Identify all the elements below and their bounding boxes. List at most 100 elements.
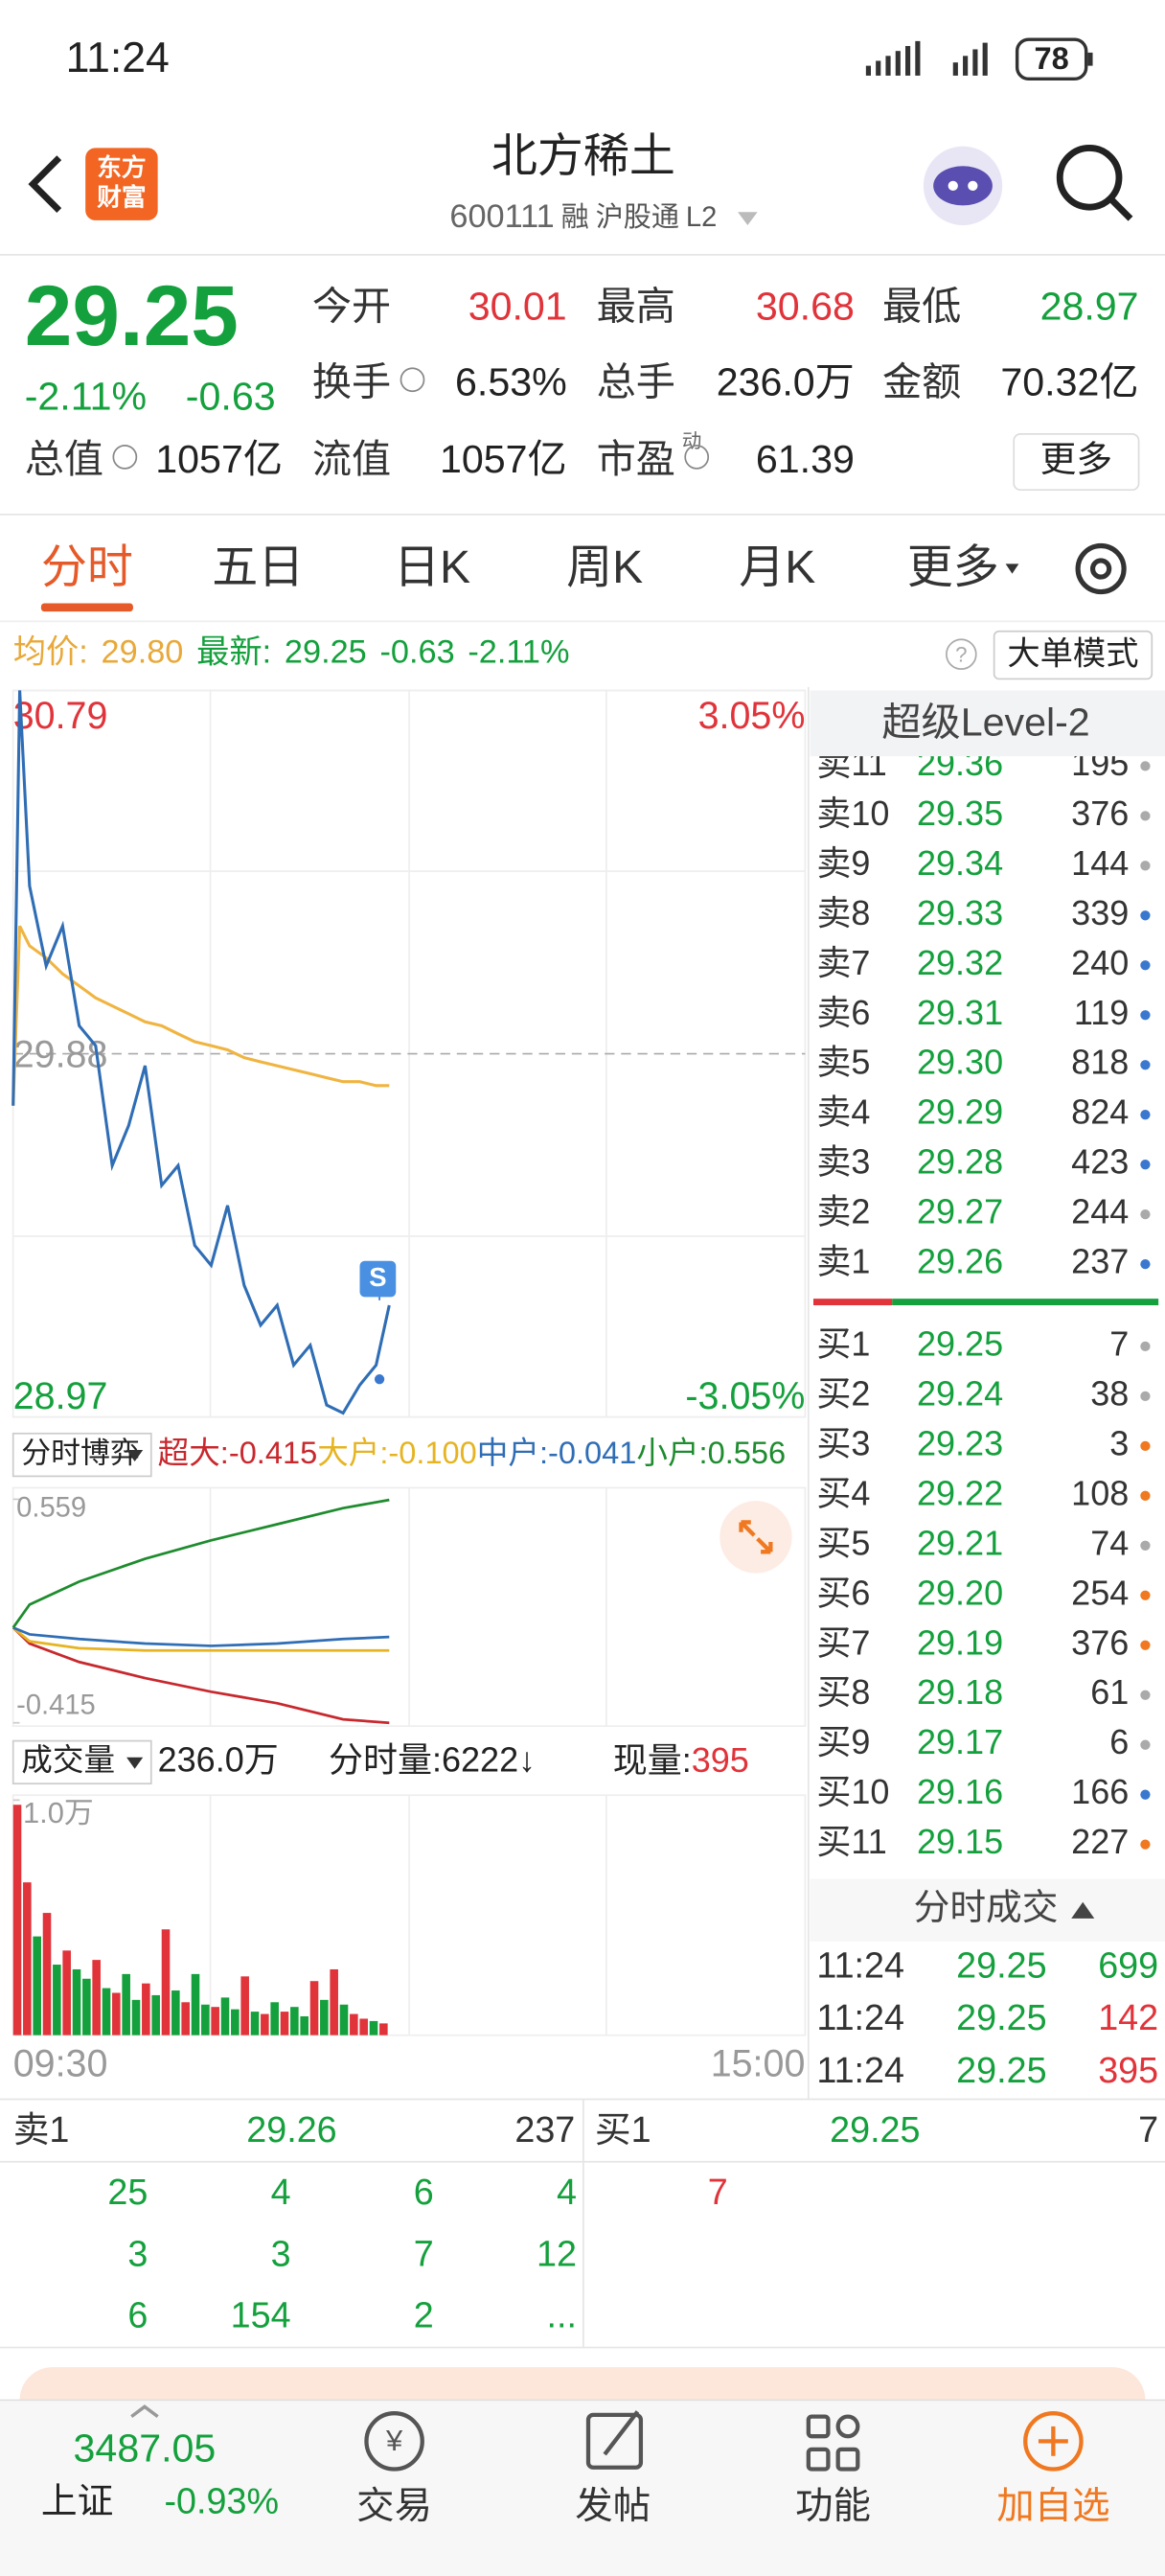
- watchlist-icon[interactable]: [1023, 2411, 1084, 2472]
- book-price: 29.19: [917, 1622, 1003, 1662]
- tab[interactable]: 周K: [566, 542, 643, 593]
- volume-bar: [309, 1981, 319, 2036]
- collapse-icon[interactable]: [1071, 1901, 1095, 1919]
- bet-legend-item: 小户:0.556: [636, 1436, 786, 1470]
- tab[interactable]: 五日: [212, 542, 304, 593]
- volume-bar: [53, 1965, 61, 2036]
- stat-value: 6.53%: [455, 359, 567, 403]
- stock-name: 北方稀土: [491, 131, 675, 182]
- volume-bar: [131, 1999, 141, 2036]
- tag-dropdown[interactable]: [738, 212, 758, 226]
- more-dropdown[interactable]: [1005, 564, 1019, 574]
- volume-bar: [300, 2016, 308, 2036]
- tab[interactable]: 更多: [907, 542, 999, 593]
- back-button[interactable]: [28, 155, 62, 213]
- mode-label[interactable]: 大单模式: [1007, 635, 1138, 672]
- y-tick-label: 1.0万: [23, 1796, 94, 1829]
- stat-value: 70.32亿: [1000, 359, 1138, 403]
- y-tick-label: 0.559: [16, 1492, 86, 1523]
- footer-button[interactable]: 加自选: [996, 2485, 1109, 2527]
- queue-order: 4: [557, 2172, 577, 2212]
- bet-legend-item: 中户:-0.041: [477, 1436, 637, 1470]
- volume-bar: [171, 1990, 180, 2036]
- volume-bar: [12, 1805, 22, 2036]
- stat-value: 1057亿: [440, 437, 567, 481]
- battery: [1015, 37, 1088, 81]
- book-price: 29.33: [917, 893, 1003, 932]
- order-dot: [1140, 1540, 1151, 1551]
- bid-list: 买1 29.25 7 买2 29.24 38 买3 29.23 3 买4 29.22 108 买5 29.…: [816, 1323, 1151, 1861]
- mode-button[interactable]: [993, 630, 1154, 680]
- stock-tag: 融: [561, 201, 589, 233]
- book-price: 29.23: [917, 1423, 1003, 1462]
- signal-marker-label[interactable]: S: [369, 1262, 386, 1292]
- stat-value: 236.0万: [717, 359, 855, 403]
- book-volume: 61: [1090, 1672, 1129, 1712]
- post-icon[interactable]: [585, 2410, 644, 2470]
- stat-value: 30.01: [468, 284, 567, 328]
- volume-bar: [280, 2012, 289, 2036]
- price: 29.25: [25, 267, 239, 363]
- book-label: 买11: [816, 1822, 886, 1861]
- info-avg-label: 均价:: [13, 634, 88, 671]
- volume-bar: [379, 2023, 388, 2036]
- expand-button[interactable]: [720, 1501, 792, 1574]
- current-volume: 现量:395: [613, 1739, 749, 1779]
- queue-order: 6: [127, 2295, 148, 2335]
- book-label: 卖6: [816, 993, 870, 1032]
- volume-bar: [23, 1882, 32, 2036]
- indicator-selector[interactable]: [11, 1432, 152, 1478]
- tab[interactable]: 分时: [41, 542, 133, 593]
- book-volume: 423: [1071, 1142, 1129, 1182]
- volume-bar: [270, 2002, 279, 2036]
- index-value[interactable]: 3487.05: [74, 2426, 217, 2471]
- order-dot: [1140, 1341, 1151, 1352]
- trade-icon-glyph[interactable]: ¥: [385, 2424, 403, 2457]
- more-button[interactable]: [1013, 433, 1140, 492]
- change: -0.63: [186, 375, 276, 419]
- index-change[interactable]: -0.93%: [165, 2480, 280, 2520]
- volume-bar: [102, 1988, 111, 2036]
- queue-order: 7: [708, 2172, 728, 2212]
- queue-price: 29.26: [246, 2109, 336, 2150]
- book-label: 买10: [816, 1772, 889, 1811]
- tab[interactable]: 月K: [739, 542, 815, 593]
- book-volume: 195: [1071, 744, 1129, 783]
- index-name[interactable]: 上证: [41, 2480, 113, 2520]
- dropdown-icon[interactable]: [126, 1449, 144, 1461]
- queue-order: ...: [547, 2295, 577, 2335]
- help-icon[interactable]: ?: [946, 638, 977, 671]
- indicator-selector[interactable]: [11, 1739, 152, 1785]
- volume-bar: [33, 1936, 41, 2036]
- book-price: 29.32: [917, 943, 1003, 982]
- queue-price: 29.25: [830, 2109, 920, 2150]
- tab[interactable]: 日K: [394, 542, 470, 593]
- info-latest: 29.25: [285, 634, 367, 671]
- volume-bar: [161, 1929, 171, 2036]
- footer-button[interactable]: 功能: [795, 2485, 871, 2527]
- info-change-pct: -2.11%: [468, 634, 569, 671]
- search-button[interactable]: [1056, 144, 1133, 221]
- footer-button[interactable]: 交易: [356, 2485, 432, 2527]
- feature-icon[interactable]: [806, 2414, 860, 2472]
- signal-marker[interactable]: [359, 1260, 397, 1298]
- footer-button[interactable]: 发帖: [575, 2485, 651, 2527]
- expand-icon[interactable]: [739, 1520, 773, 1554]
- robot-icon[interactable]: [923, 146, 1003, 226]
- book-price: 29.35: [917, 794, 1003, 833]
- indicator-label[interactable]: 分时博弈: [21, 1436, 139, 1469]
- trade-icon[interactable]: [364, 2411, 424, 2472]
- indicator-label[interactable]: 成交量: [21, 1742, 115, 1777]
- order-dot: [1140, 1839, 1151, 1850]
- tick-volume: 分时量:6222↓: [329, 1739, 536, 1779]
- stat-value: 30.68: [756, 284, 855, 328]
- stock-code: 600111: [449, 198, 554, 235]
- svg-text:?: ?: [955, 642, 967, 666]
- dropdown-icon[interactable]: [126, 1757, 144, 1769]
- book-volume: 376: [1071, 794, 1129, 833]
- settings-button[interactable]: [1075, 542, 1127, 595]
- volume-bar: [151, 1994, 160, 2036]
- info-icon: [400, 367, 425, 393]
- more-button-label[interactable]: 更多: [1040, 439, 1112, 479]
